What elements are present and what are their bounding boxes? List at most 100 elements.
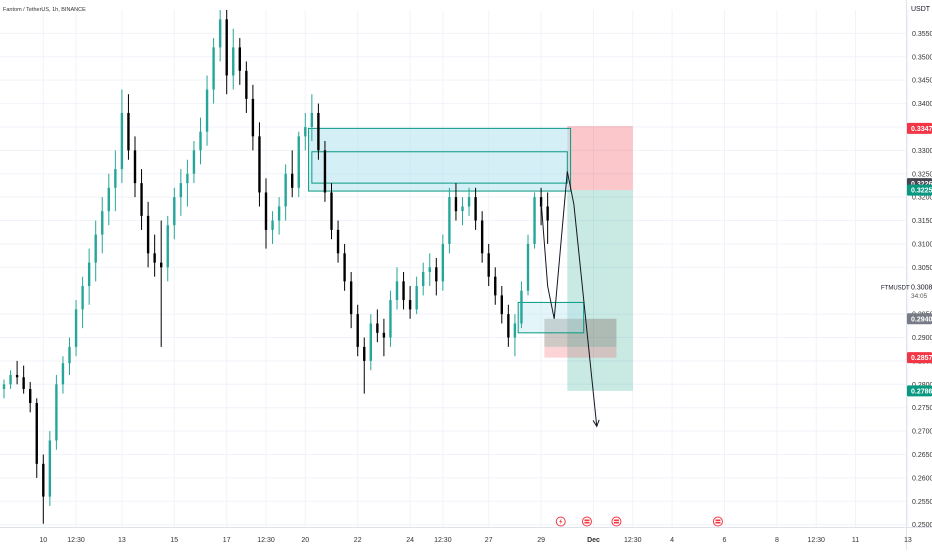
time-tick-label: 12:30	[67, 537, 85, 544]
candle-body	[35, 403, 38, 464]
price-tick-label: 0.2900	[912, 335, 932, 342]
candle-body	[474, 197, 477, 221]
candle-body	[9, 374, 12, 385]
time-tick-label: Dec	[587, 537, 600, 544]
time-tick-label: 24	[406, 537, 414, 544]
candle-body	[133, 150, 137, 184]
price-label-last-b: 0.3225	[911, 188, 932, 195]
time-tick-label: 15	[170, 537, 178, 544]
time-tick-label: 8	[775, 537, 779, 544]
candle-body	[454, 197, 458, 212]
candle-body	[526, 243, 530, 291]
projection-arrow-head	[592, 419, 600, 428]
candle-body	[107, 187, 110, 212]
time-tick-label: 4	[670, 537, 674, 544]
candle-body	[15, 374, 19, 378]
candle-body	[212, 47, 215, 90]
candle-body	[271, 220, 274, 230]
price-tick-label: 0.3500	[912, 54, 932, 61]
candle-body	[42, 463, 45, 497]
candle-body	[435, 267, 438, 282]
short-position-risk-zone	[567, 126, 633, 191]
price-label-sl-top-badge	[907, 122, 932, 134]
candle-body	[68, 346, 71, 364]
time-tick-label: 13	[904, 537, 912, 544]
time-tick-label: 27	[485, 537, 493, 544]
candle-body	[369, 323, 372, 361]
time-tick-label: 11	[852, 537, 859, 544]
candle-body	[363, 346, 366, 361]
price-tick-label: 0.3550	[912, 31, 932, 38]
current-symbol-label: FTMUSDT	[881, 285, 910, 291]
candle-body	[55, 384, 58, 441]
price-label-tp: 0.2786	[911, 388, 932, 395]
chart-drawings	[308, 126, 633, 391]
candle-body	[199, 131, 202, 151]
candle-body	[166, 225, 169, 268]
price-label-sl-bottom-badge	[907, 352, 932, 364]
candle-body	[376, 323, 379, 333]
candle-body	[218, 19, 222, 48]
candle-body	[343, 253, 346, 282]
candle-body	[480, 220, 484, 254]
candle-body	[186, 173, 189, 184]
candle-body	[140, 183, 143, 216]
candle-body	[245, 70, 248, 99]
candle-body	[487, 253, 490, 277]
price-label-sl-top: 0.3347	[911, 126, 932, 133]
price-tick-label: 0.3450	[912, 78, 932, 85]
candle-body	[146, 215, 150, 254]
candle-body	[173, 197, 176, 226]
price-tick-label: 0.3200	[912, 195, 932, 202]
time-axis: 10 12:30 13 15 17 12:30 20 22 24 12:30 27 29 Dec 12:3…	[39, 537, 911, 544]
candle-body	[291, 173, 294, 188]
price-tick-label: 0.2800	[912, 382, 932, 389]
candle-body	[2, 384, 6, 389]
price-label-last-b-badge	[907, 184, 932, 196]
candle-body	[284, 173, 287, 207]
price-tick-label: 0.2650	[912, 452, 932, 459]
candle-body	[81, 286, 84, 310]
price-tick-label: 0.2700	[912, 429, 932, 436]
candle-body	[494, 276, 497, 296]
supply-zone	[308, 127, 572, 192]
candle-body	[87, 262, 91, 287]
price-tick-label: 0.3300	[912, 148, 932, 155]
price-tick-label: 0.3150	[912, 218, 932, 225]
candle-body	[74, 309, 78, 347]
candle-body	[94, 234, 97, 263]
candle-body	[238, 47, 241, 71]
candle-body	[408, 300, 412, 310]
time-tick-label: 12:30	[434, 537, 452, 544]
candle-body	[402, 281, 405, 301]
time-tick-label: 12:30	[257, 537, 275, 544]
projection-path	[540, 171, 598, 427]
candle-body	[205, 89, 209, 132]
price-tick-label: 0.3250	[912, 171, 932, 178]
candle-body	[258, 136, 261, 193]
candle-body	[395, 281, 399, 301]
short-position-reward-zone	[567, 190, 633, 391]
event-markers	[555, 516, 723, 527]
candle-body	[114, 169, 117, 188]
flash-icon	[559, 518, 563, 525]
candle-body	[297, 136, 300, 188]
price-label-entry: 0.2940	[911, 316, 932, 323]
time-tick-label: 22	[354, 537, 362, 544]
price-tick-label: 0.3400	[912, 101, 932, 108]
candle-body	[461, 206, 464, 212]
long-position-risk-zone	[544, 318, 617, 358]
price-tick-label: 0.2750	[912, 405, 932, 412]
currency-label[interactable]: USDT	[911, 6, 931, 13]
candle-body	[428, 267, 431, 273]
candle-body	[415, 286, 418, 310]
price-axis: 0.35500.35000.34500.34000.33500.33000.32…	[881, 31, 932, 529]
candle-body	[422, 272, 425, 287]
candle-body	[507, 314, 510, 338]
candle-body	[304, 126, 307, 137]
candle-body	[533, 197, 536, 244]
price-tick-label: 0.3100	[912, 241, 932, 248]
candle-body	[356, 314, 359, 347]
